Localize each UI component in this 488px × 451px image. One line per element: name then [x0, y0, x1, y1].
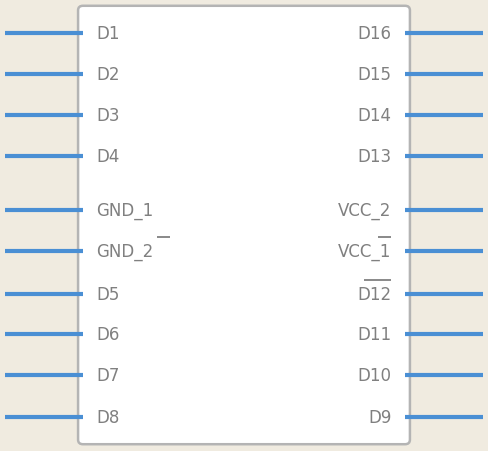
Text: D1: D1	[97, 25, 120, 43]
Text: D12: D12	[357, 285, 391, 303]
Text: D5: D5	[97, 285, 120, 303]
Text: D16: D16	[357, 25, 391, 43]
Text: D8: D8	[97, 408, 120, 426]
Text: D3: D3	[97, 107, 120, 125]
Text: D2: D2	[97, 66, 120, 84]
Text: D15: D15	[357, 66, 391, 84]
Text: GND_2: GND_2	[97, 242, 154, 260]
Text: D13: D13	[357, 147, 391, 166]
Text: D7: D7	[97, 367, 120, 384]
Text: D11: D11	[357, 326, 391, 344]
Text: VCC_2: VCC_2	[338, 202, 391, 220]
FancyBboxPatch shape	[78, 7, 410, 444]
Text: VCC_1: VCC_1	[338, 242, 391, 260]
Text: D9: D9	[368, 408, 391, 426]
Text: D14: D14	[357, 107, 391, 125]
Text: D10: D10	[357, 367, 391, 384]
Text: GND_1: GND_1	[97, 202, 154, 220]
Text: D4: D4	[97, 147, 120, 166]
Text: D6: D6	[97, 326, 120, 344]
